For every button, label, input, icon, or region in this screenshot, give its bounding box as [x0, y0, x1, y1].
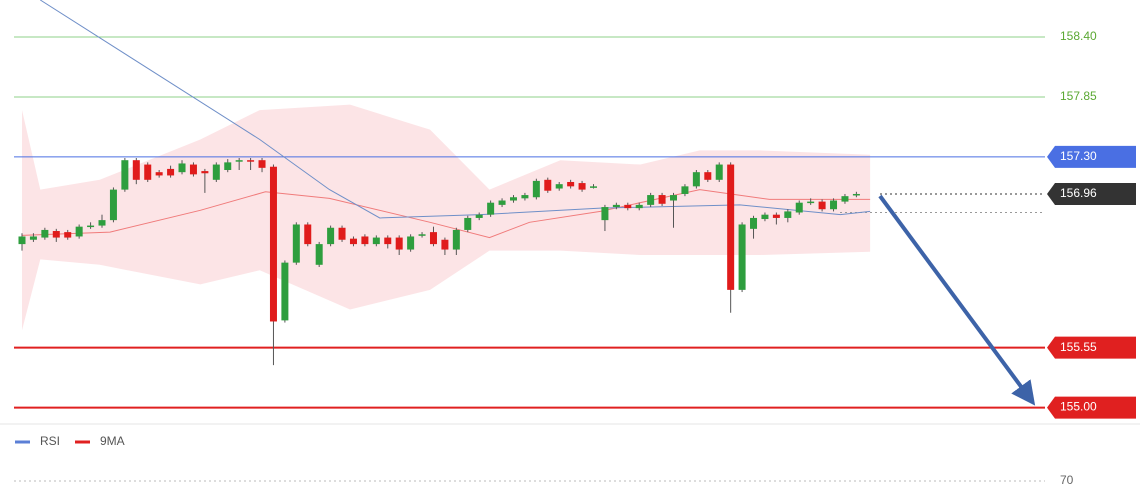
candle-body — [750, 217, 758, 229]
level-label: 155.55 — [1060, 340, 1097, 354]
candle-body — [647, 195, 655, 205]
level-label: 155.00 — [1060, 400, 1097, 414]
candle-body — [349, 238, 357, 245]
candle-body — [98, 220, 106, 226]
candle-body — [247, 160, 255, 162]
level-label: 156.96 — [1060, 186, 1097, 200]
candle-body — [109, 189, 117, 221]
candle-body — [338, 227, 346, 240]
candle-body — [224, 162, 232, 170]
candle-body — [178, 163, 186, 173]
candle-body — [18, 236, 26, 245]
candle-body — [544, 179, 552, 191]
candle-body — [258, 160, 266, 168]
candle-body — [464, 217, 472, 230]
candle-body — [212, 164, 220, 180]
plot: 158.40 157.85 157.30 156.96 155.55 155.00 RSI 9… — [14, 0, 1136, 487]
candle-body — [772, 214, 780, 218]
candle-body — [681, 186, 689, 194]
rsi-tick-label: 70 — [1060, 473, 1074, 487]
candle-body — [429, 232, 437, 245]
candle-body — [590, 186, 597, 188]
candle-body — [327, 227, 335, 245]
candle-body — [624, 204, 632, 209]
level-label-box — [1047, 396, 1136, 419]
candle-body — [167, 168, 175, 176]
candle-body — [292, 224, 300, 263]
bollinger-band — [22, 104, 871, 331]
level-label-box — [1047, 145, 1136, 168]
candle-body — [384, 237, 392, 245]
candle-body — [189, 164, 197, 175]
candle-body — [738, 224, 746, 290]
level-label: 158.40 — [1060, 29, 1097, 43]
level-label: 157.30 — [1060, 149, 1097, 163]
candle-body — [304, 224, 312, 245]
candle-body — [807, 201, 815, 204]
candle-body — [841, 196, 849, 202]
candle-body — [578, 183, 586, 190]
legend-label: 9MA — [100, 434, 125, 448]
candle-body — [418, 234, 426, 236]
candle-body — [852, 193, 860, 196]
candle-body — [727, 164, 735, 290]
candle-body — [761, 214, 769, 220]
candle-body — [452, 229, 460, 250]
candle-body — [601, 207, 609, 221]
candle-body — [567, 181, 575, 187]
candle-body — [658, 195, 666, 204]
candle-body — [509, 197, 517, 201]
candle-body — [395, 237, 403, 250]
candle-body — [498, 200, 506, 205]
candle-body — [281, 262, 289, 321]
candle-body — [144, 164, 152, 180]
candle-body — [372, 237, 380, 245]
level-label-box — [1047, 182, 1136, 205]
candle-body — [64, 232, 72, 238]
candle-body — [715, 164, 723, 180]
candle-body — [155, 172, 163, 176]
candle-body — [441, 239, 449, 250]
candle-body — [41, 229, 49, 238]
candle-body — [635, 204, 643, 209]
candle-body — [555, 184, 563, 189]
candle-body — [201, 171, 209, 174]
candle-body — [670, 195, 678, 201]
candle-body — [612, 204, 620, 208]
forecast-arrow — [878, 194, 1036, 406]
candle-body — [75, 226, 83, 237]
candle-body — [87, 225, 95, 228]
level-label: 157.85 — [1060, 89, 1097, 103]
candle-body — [692, 172, 700, 187]
candle-body — [830, 200, 838, 210]
candle-body — [521, 195, 529, 199]
candle-body — [475, 214, 483, 218]
candle-body — [532, 180, 540, 198]
candle-body — [818, 201, 826, 210]
candle-body — [132, 160, 140, 180]
candle-body — [235, 160, 243, 162]
candle-body — [784, 211, 792, 218]
candle-body — [52, 231, 60, 238]
candle-body — [121, 160, 129, 190]
legend-label: RSI — [40, 434, 60, 448]
candle-body — [487, 202, 495, 215]
level-label-box — [1047, 336, 1136, 359]
candle-body — [315, 244, 323, 265]
candle-body — [407, 236, 415, 250]
candle-body — [361, 236, 369, 245]
candle-body — [704, 172, 712, 180]
candle-body — [29, 236, 37, 240]
candle-body — [795, 202, 803, 213]
candle-body — [269, 166, 277, 322]
